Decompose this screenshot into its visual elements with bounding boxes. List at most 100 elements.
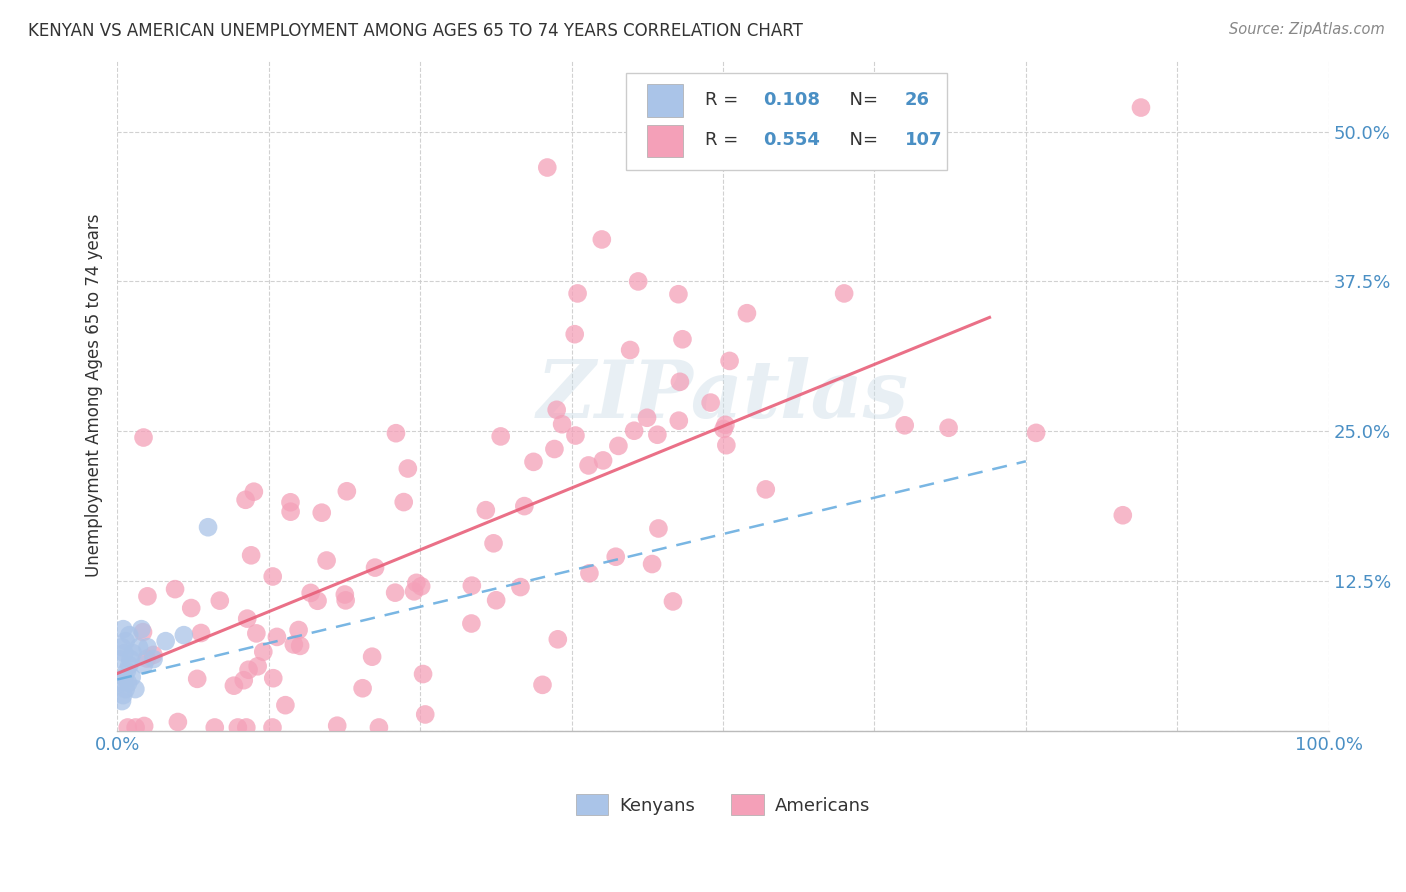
Point [132,625,155,640]
Point [204,721,226,735]
Point [134,719,156,733]
Point [714,417,737,432]
Point [619,343,641,357]
Point [336,484,359,499]
Point [607,439,630,453]
Point [522,455,544,469]
Point [262,671,284,685]
Point [235,721,257,735]
Point [392,495,415,509]
Point [352,681,374,696]
Point [114,646,136,660]
Point [1025,425,1047,440]
Text: N=: N= [838,91,884,109]
Point [262,569,284,583]
Point [335,593,357,607]
Point [235,492,257,507]
Point [396,461,419,475]
Point [564,428,586,442]
Point [716,438,738,452]
Legend: Kenyans, Americans: Kenyans, Americans [569,787,877,822]
Point [546,402,568,417]
Point [567,286,589,301]
Point [114,682,136,697]
Point [832,286,855,301]
Point [735,306,758,320]
Point [142,652,165,666]
Point [513,499,536,513]
Text: KENYAN VS AMERICAN UNEMPLOYMENT AMONG AGES 65 TO 74 YEARS CORRELATION CHART: KENYAN VS AMERICAN UNEMPLOYMENT AMONG AG… [28,22,803,40]
Point [131,622,153,636]
Point [132,430,155,444]
Point [222,679,245,693]
Text: 107: 107 [904,131,942,150]
Point [482,536,505,550]
Point [128,640,150,654]
Point [118,658,141,673]
Point [636,410,658,425]
Point [578,566,600,581]
Point [287,623,309,637]
FancyBboxPatch shape [626,73,948,170]
FancyBboxPatch shape [647,125,683,157]
Point [592,453,614,467]
Point [238,663,260,677]
Point [136,640,159,654]
Point [591,232,613,246]
Point [564,327,586,342]
Point [208,593,231,607]
Point [274,698,297,713]
Point [110,676,132,690]
Point [543,442,565,456]
Text: N=: N= [838,131,884,150]
Point [117,721,139,735]
Point [112,622,135,636]
Point [405,575,427,590]
Point [245,626,267,640]
Point [288,639,311,653]
Point [167,714,190,729]
Text: 26: 26 [904,91,929,109]
Point [647,521,669,535]
Point [311,506,333,520]
Point [111,640,134,654]
Point [114,634,136,648]
Point [755,483,778,497]
Point [333,587,356,601]
Point [627,275,650,289]
Point [173,628,195,642]
Point [893,418,915,433]
Point [361,649,384,664]
Text: Source: ZipAtlas.com: Source: ZipAtlas.com [1229,22,1385,37]
Point [384,585,406,599]
Point [136,590,159,604]
Point [475,503,498,517]
Point [368,721,391,735]
Point [404,584,426,599]
Point [232,673,254,688]
Point [713,422,735,436]
Text: 0.108: 0.108 [763,91,820,109]
Text: R =: R = [704,131,744,150]
Point [197,520,219,534]
Point [280,495,302,509]
Point [114,670,136,684]
Point [180,601,202,615]
Point [551,417,574,432]
FancyBboxPatch shape [647,85,683,117]
Point [1112,508,1135,523]
Point [252,645,274,659]
Point [307,593,329,607]
Point [662,594,685,608]
Point [411,579,433,593]
Point [132,658,155,673]
Point [266,630,288,644]
Point [547,632,569,647]
Point [120,652,142,666]
Point [165,582,187,596]
Point [485,593,508,607]
Point [605,549,627,564]
Point [668,414,690,428]
Point [531,678,554,692]
Y-axis label: Unemployment Among Ages 65 to 74 years: Unemployment Among Ages 65 to 74 years [86,213,103,577]
